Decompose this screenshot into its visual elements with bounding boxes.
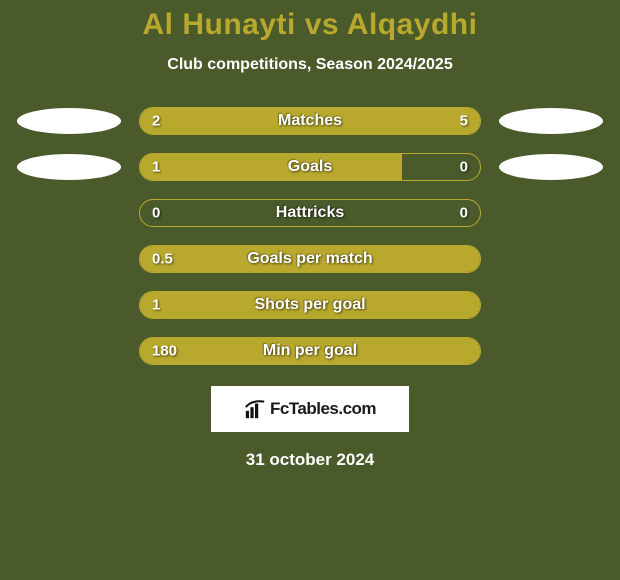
stat-row: 0.5 Goals per match [0,236,620,282]
stat-bar: 1 Goals 0 [139,153,481,181]
player-left-marker [17,108,121,134]
subtitle: Club competitions, Season 2024/2025 [0,56,620,74]
stat-value-right: 0 [460,159,468,176]
player-right-marker [499,154,603,180]
stat-bar: 0 Hattricks 0 [139,199,481,227]
spacer [499,200,603,226]
stat-bar: 0.5 Goals per match [139,245,481,273]
stat-label: Goals per match [247,250,372,268]
stat-value-left: 1 [152,159,160,176]
stat-value-right: 5 [460,113,468,130]
logo-text: FcTables.com [270,399,376,419]
stat-value-left: 0 [152,205,160,222]
spacer [17,200,121,226]
stat-row: 1 Shots per goal [0,282,620,328]
stat-value-left: 1 [152,297,160,314]
player-right-marker [499,108,603,134]
spacer [499,338,603,364]
chart-icon [244,398,266,420]
stat-label: Shots per goal [254,296,365,314]
stat-bar: 180 Min per goal [139,337,481,365]
page-title: Al Hunayti vs Alqaydhi [0,8,620,42]
stat-bar: 2 Matches 5 [139,107,481,135]
stat-row: 180 Min per goal [0,328,620,374]
stat-label: Matches [278,112,342,130]
comparison-card: Al Hunayti vs Alqaydhi Club competitions… [0,0,620,470]
spacer [499,246,603,272]
stats-list: 2 Matches 5 1 Goals 0 0 Hattricks 0 0.5 Goals per … [0,98,620,374]
stat-row: 1 Goals 0 [0,144,620,190]
stat-row: 2 Matches 5 [0,98,620,144]
spacer [499,292,603,318]
stat-value-left: 180 [152,343,177,360]
stat-row: 0 Hattricks 0 [0,190,620,236]
stat-label: Hattricks [276,204,344,222]
spacer [17,338,121,364]
player-left-marker [17,154,121,180]
bar-fill-left [140,154,402,180]
bar-fill-right [235,108,480,134]
stat-label: Min per goal [263,342,357,360]
stat-value-right: 0 [460,205,468,222]
stat-bar: 1 Shots per goal [139,291,481,319]
stat-label: Goals [288,158,332,176]
spacer [17,246,121,272]
fctables-logo[interactable]: FcTables.com [211,386,409,432]
date-label: 31 october 2024 [0,450,620,470]
stat-value-left: 2 [152,113,160,130]
stat-value-left: 0.5 [152,251,173,268]
spacer [17,292,121,318]
